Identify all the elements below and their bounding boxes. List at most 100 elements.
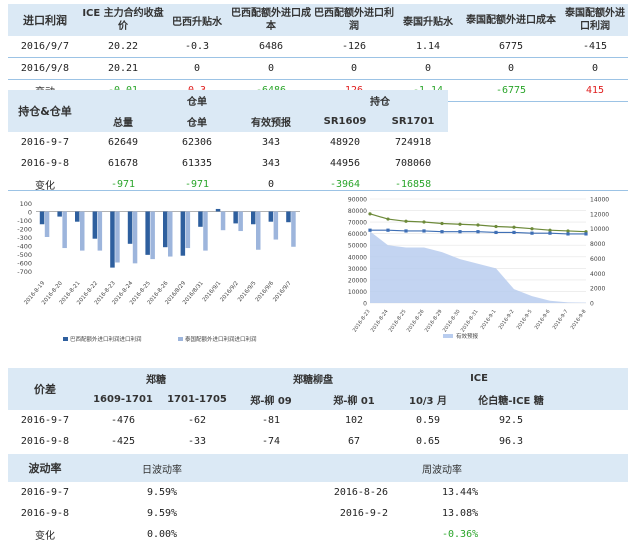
table-cell: 343 [230, 153, 312, 174]
y-left-tick-label: 80000 [348, 208, 367, 215]
series-point [422, 229, 425, 232]
series-point [440, 222, 443, 225]
y-tick-label: -400 [17, 243, 32, 251]
series-point [530, 232, 533, 235]
y-tick-label: -100 [17, 217, 32, 225]
table-cell: -476 [82, 410, 164, 431]
x-tick-label: 2016-8-30 [442, 309, 462, 334]
header-cell: 巴西升贴水 [164, 4, 230, 36]
series-point [566, 229, 569, 232]
header-cell: 泰国升贴水 [396, 4, 460, 36]
series-point [494, 231, 497, 234]
blank-cell [242, 454, 392, 482]
y-right-tick-label: 8000 [590, 241, 605, 248]
series-point [368, 212, 371, 215]
legend-swatch [63, 337, 68, 341]
series-point [530, 227, 533, 230]
bar [221, 212, 226, 231]
bar [198, 212, 203, 227]
bar [269, 212, 274, 222]
y-left-tick-label: 70000 [348, 220, 367, 227]
header-cell: 巴西配额外进口利润 [312, 4, 396, 36]
bar [133, 212, 138, 264]
x-tick-label: 2016-9-1 [480, 309, 498, 331]
bar [286, 212, 291, 223]
table-cell: -33 [164, 431, 230, 452]
y-right-tick-label: 4000 [590, 271, 605, 278]
area-series-fill [370, 231, 586, 303]
y-left-tick-label: 90000 [348, 197, 367, 204]
header-cell: 巴西配额外进口成本 [230, 4, 312, 36]
table-cell: 20.21 [82, 58, 164, 80]
table-cell: 96.3 [460, 431, 562, 452]
table-cell: 0.00% [82, 524, 242, 545]
y-right-tick-label: 2000 [590, 286, 605, 293]
bar [216, 209, 221, 212]
series-point [458, 230, 461, 233]
group-header: 持仓 [312, 90, 448, 111]
table-cell: 9.59% [82, 503, 242, 524]
legend-label: 有效预报 [456, 332, 479, 340]
y-tick-label: -600 [17, 260, 32, 268]
change-label: 变化 [8, 524, 82, 545]
bar [163, 212, 168, 248]
date-cell: 2016-9-7 [8, 132, 82, 153]
legend-label: 泰国配额外进口利润进口利润 [185, 335, 257, 343]
x-tick-label: 2016-8-26 [406, 309, 426, 334]
series-point [548, 232, 551, 235]
table-cell: 6775 [460, 36, 562, 58]
header-cell: ICE 主力合约收盘价 [82, 4, 164, 36]
table-cell: 62649 [82, 132, 164, 153]
bar [251, 212, 256, 225]
blank-cell [562, 368, 628, 389]
bar [186, 212, 191, 249]
y-tick-label: -300 [17, 234, 32, 242]
header-cell: 进口利润 [8, 4, 82, 36]
import-profit-table: 进口利润 ICE 主力合约收盘价 巴西升贴水 巴西配额外进口成本 巴西配额外进口… [8, 4, 628, 102]
table-cell: 0 [396, 58, 460, 80]
series-point [422, 220, 425, 223]
header-cell: 伦白糖-ICE 糖 [460, 389, 562, 410]
y-left-tick-label: 10000 [348, 289, 367, 296]
y-tick-label: 0 [28, 209, 32, 217]
table-cell [242, 524, 392, 545]
y-tick-label: -200 [17, 226, 32, 234]
y-left-tick-label: 50000 [348, 243, 367, 250]
series-point [404, 220, 407, 223]
table-row: 2016-9-7 62649 62306 343 48920 724918 [8, 132, 448, 153]
table-cell: 415 [562, 80, 628, 102]
table-cell: 13.44% [392, 482, 628, 503]
bar [115, 212, 120, 263]
x-tick-label: 2016-9-2 [498, 309, 516, 331]
import-profit-bar-chart: 1000-100-200-300-400-500-600-7002016-8-1… [8, 191, 308, 359]
legend-swatch [178, 337, 183, 341]
bar [40, 212, 45, 225]
header-cell: 有效预报 [230, 111, 312, 132]
bar [110, 212, 115, 268]
y-left-tick-label: 0 [363, 301, 367, 308]
bar [203, 212, 208, 251]
table-cell: 0 [230, 58, 312, 80]
table-cell: -126 [312, 36, 396, 58]
series-point [548, 229, 551, 232]
bar [256, 212, 261, 250]
blank-cell [562, 410, 628, 431]
bar [150, 212, 155, 260]
bar [45, 212, 50, 238]
header-cell: 1701-1705 [164, 389, 230, 410]
position-header-top: 持仓&仓单 仓单 持仓 [8, 90, 448, 111]
table-cell: 67 [312, 431, 396, 452]
table-row: 2016/9/7 20.22 -0.3 6486 -126 1.14 6775 … [8, 36, 628, 58]
group-header: 仓单 [82, 90, 312, 111]
series-point [404, 229, 407, 232]
table-cell: 0 [460, 58, 562, 80]
table-row: 2016-9-8 9.59% 2016-9-2 13.08% [8, 503, 628, 524]
group-header: ICE [396, 368, 562, 389]
table-cell: 0 [164, 58, 230, 80]
bar [238, 212, 243, 232]
table-cell: 708060 [378, 153, 448, 174]
spread-header: 1609-1701 1701-1705 郑-柳 09 郑-柳 01 10/3 月… [8, 389, 628, 410]
header-cell: 郑-柳 09 [230, 389, 312, 410]
header-cell: 10/3 月 [396, 389, 460, 410]
